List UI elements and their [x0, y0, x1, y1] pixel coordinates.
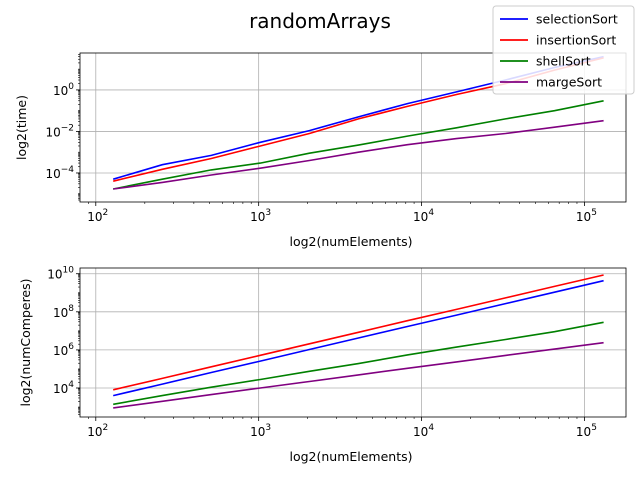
x-tick-label: 102 [87, 208, 108, 224]
series-line-selectionSort [113, 279, 604, 397]
y-tick-label: 10−2 [45, 123, 74, 139]
legend-label: insertionSort [536, 33, 616, 48]
legend-label: margeSort [536, 75, 602, 90]
figure-title: randomArrays [249, 9, 391, 33]
series-line-margeSort [113, 341, 604, 409]
legend-label: shellSort [536, 54, 591, 69]
y-tick-label: 1010 [47, 266, 74, 282]
y-tick-label: 100 [53, 82, 74, 98]
legend-box [492, 5, 635, 95]
x-tick-label: 103 [250, 208, 271, 224]
x-axis-label: log2(numElements) [289, 449, 412, 464]
series-line-shellSort [113, 321, 604, 406]
x-tick-label: 105 [576, 208, 597, 224]
axes-frame [79, 52, 627, 203]
x-tick-label: 103 [250, 423, 271, 439]
x-axis-label: log2(numElements) [289, 234, 412, 249]
series-line-margeSort [113, 119, 604, 190]
y-axis-label: log2(time) [14, 95, 29, 160]
axes-frame [79, 267, 627, 418]
y-axis-label: log2(numComperes) [18, 278, 33, 406]
legend: selectionSort insertionSort shellSort marge… [492, 5, 635, 95]
bottom-chart-compares: 102 103 104 105 104 106 108 1010 log2(numElement… [18, 266, 627, 464]
x-tick-label: 104 [413, 423, 434, 439]
y-tick-label: 108 [53, 304, 74, 320]
series-line-shellSort [113, 100, 604, 190]
series-line-insertionSort [113, 274, 604, 391]
x-tick-label: 102 [87, 423, 108, 439]
x-tick-label: 104 [413, 208, 434, 224]
y-tick-label: 10−4 [45, 165, 74, 181]
legend-label: selectionSort [536, 12, 618, 27]
y-tick-label: 104 [53, 380, 74, 396]
x-tick-label: 105 [576, 423, 597, 439]
y-tick-label: 106 [53, 342, 74, 358]
